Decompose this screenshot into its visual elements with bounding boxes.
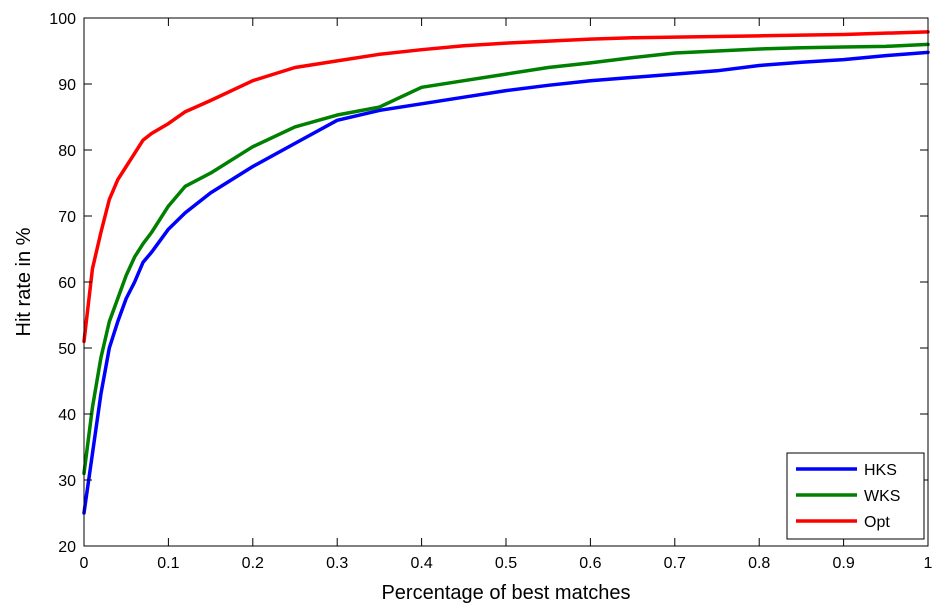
legend-label-hks: HKS — [864, 462, 897, 479]
x-tick-label: 0.4 — [410, 555, 432, 572]
x-axis-label: Percentage of best matches — [381, 582, 630, 604]
y-tick-label: 30 — [58, 473, 76, 490]
legend-label-wks: WKS — [864, 488, 900, 505]
y-tick-label: 100 — [49, 11, 76, 28]
y-tick-label: 40 — [58, 407, 76, 424]
series-layer — [82, 30, 930, 515]
x-tick-label: 1 — [924, 555, 933, 572]
y-tick-label: 70 — [58, 209, 76, 226]
series-line-wks — [82, 42, 930, 476]
x-tick-label: 0.6 — [579, 555, 601, 572]
x-tick-label: 0.5 — [495, 555, 517, 572]
y-tick-label: 90 — [58, 77, 76, 94]
y-tick-label: 80 — [58, 143, 76, 160]
series-line-hks — [82, 50, 930, 515]
y-tick-label: 20 — [58, 539, 76, 556]
ticks-layer: 0 0.1 0.2 0.3 0.4 0.5 0.6 0.7 0.8 0.9 1 20 30 40 50 60 7… — [49, 11, 932, 572]
x-tick-label: 0.9 — [832, 555, 854, 572]
x-tick-label: 0.8 — [748, 555, 770, 572]
legend: HKS WKS Opt — [786, 452, 925, 540]
x-tick-label: 0 — [80, 555, 89, 572]
y-tick-label: 50 — [58, 341, 76, 358]
x-tick-label: 0.1 — [157, 555, 179, 572]
x-tick-label: 0.7 — [664, 555, 686, 572]
legend-label-opt: Opt — [864, 514, 890, 531]
x-tick-label: 0.3 — [326, 555, 348, 572]
y-axis-label: Hit rate in % — [13, 227, 35, 336]
series-line-opt — [82, 30, 930, 344]
y-tick-label: 60 — [58, 275, 76, 292]
x-tick-label: 0.2 — [242, 555, 264, 572]
